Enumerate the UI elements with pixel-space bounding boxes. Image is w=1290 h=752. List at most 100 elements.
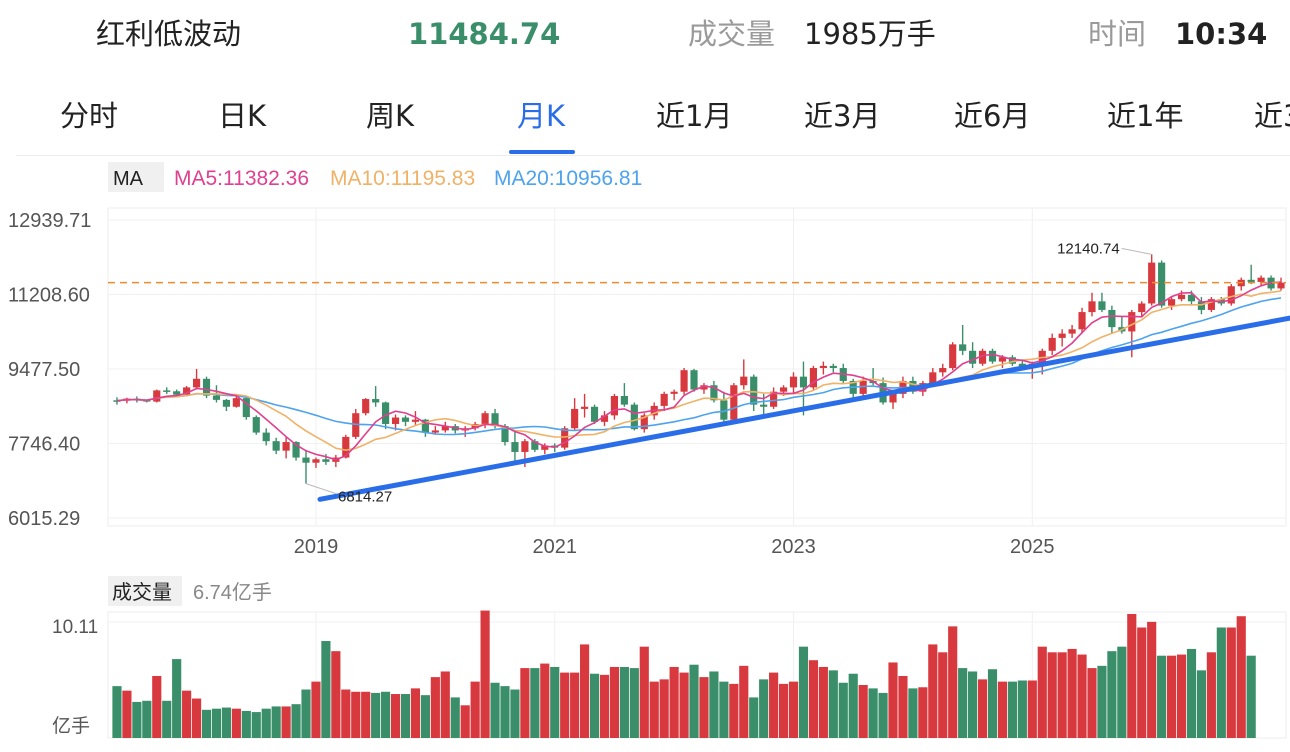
volume-bar [828, 670, 838, 738]
tab-6-months[interactable]: 近6月 [954, 99, 1031, 133]
candle-body [770, 391, 778, 407]
volume-bar [152, 675, 162, 738]
candle-body [242, 398, 250, 418]
volume-bar [271, 706, 281, 738]
volume-bar [1117, 646, 1127, 738]
time-tick-label: 2023 [771, 536, 816, 558]
volume-bar [1077, 654, 1087, 738]
volume-bar [281, 706, 291, 738]
volume-bar [162, 700, 172, 738]
candle-body [720, 400, 728, 420]
ma-legend-box [108, 162, 164, 192]
volume-bar [381, 691, 391, 738]
volume-bar [649, 681, 659, 738]
candle-body [779, 387, 788, 392]
volume-bar [580, 644, 590, 738]
max-price-label: 12140.74 [1057, 240, 1120, 257]
tab-monthly-k[interactable]: 月K [517, 99, 566, 133]
volume-label: 成交量 [688, 17, 776, 51]
candle-body [799, 376, 808, 388]
candle-body [1227, 286, 1235, 304]
candle-body [202, 378, 211, 396]
volume-bar [1057, 652, 1067, 738]
candle-body [600, 415, 609, 422]
tab-intraday[interactable]: 分时 [60, 99, 119, 133]
candle-body [561, 428, 569, 448]
candle-body [232, 398, 240, 407]
candle-body [978, 350, 987, 364]
tab-1-month[interactable]: 近1月 [656, 99, 733, 133]
tab-1-year[interactable]: 近1年 [1107, 99, 1184, 133]
volume-bar [470, 681, 480, 738]
support-trend-line [317, 315, 1290, 502]
candle-body [1207, 299, 1215, 310]
candle-body [222, 399, 230, 407]
volume-bar [729, 683, 739, 738]
tab-weekly-k[interactable]: 周K [366, 99, 415, 133]
candle-body [998, 357, 1007, 362]
chart-grid [107, 207, 1287, 527]
volume-bar [1176, 654, 1187, 738]
candle-body [481, 413, 489, 424]
candle-body [929, 372, 937, 384]
ma20-line [116, 297, 1282, 436]
volume-bar [749, 697, 759, 738]
tab-3-years[interactable]: 近3 [1254, 99, 1290, 133]
candle-body [760, 404, 768, 407]
candle-body [1187, 294, 1196, 302]
min-pointer [305, 483, 337, 495]
candle-body [1148, 262, 1156, 304]
volume-bar [629, 668, 639, 738]
candle-body [1138, 303, 1146, 313]
volume-bar [251, 712, 261, 738]
candle-body [441, 426, 449, 431]
candle-body [1068, 329, 1076, 334]
volume-value: 1985万手 [804, 17, 936, 51]
volume-bar [132, 701, 142, 738]
candle-body [610, 396, 619, 416]
volume-legend-label: 成交量 [112, 581, 172, 604]
volume-bar [520, 668, 530, 738]
volume-bar [1017, 680, 1027, 738]
header-divider [16, 155, 1290, 156]
candle-body [690, 370, 698, 390]
volume-bar [1216, 627, 1226, 738]
volume-bar [938, 652, 948, 738]
tab-3-months[interactable]: 近3月 [804, 99, 881, 133]
candle-body [1078, 312, 1086, 330]
volume-bar [1137, 627, 1147, 738]
volume-bar [430, 677, 440, 738]
volume-bar [122, 690, 132, 738]
volume-bar [211, 708, 222, 738]
ma20-legend: MA20:10956.81 [494, 167, 642, 190]
volume-axis-max: 10.11 [52, 617, 98, 638]
volume-bar [540, 663, 550, 738]
volume-bar [142, 700, 152, 738]
price-tick-label: 7746.40 [8, 433, 80, 455]
candle-body [342, 436, 350, 458]
volume-bar [739, 665, 749, 738]
candle-body [1088, 301, 1096, 313]
volume-bar [480, 610, 490, 738]
price-panel-border [107, 207, 1287, 527]
volume-bar [848, 673, 858, 738]
candle-body [859, 380, 867, 394]
volume-bar [311, 681, 321, 738]
volume-bar [788, 681, 799, 738]
candle-body [740, 376, 748, 386]
volume-bar [1226, 627, 1236, 738]
volume-bar [1147, 621, 1157, 738]
candle-body [571, 408, 579, 429]
active-tab-indicator [509, 150, 575, 154]
volume-legend-value: 6.74亿手 [193, 581, 272, 604]
volume-bar [351, 691, 361, 738]
volume-bar [669, 666, 679, 738]
candle-body [789, 376, 798, 388]
tab-daily-k[interactable]: 日K [218, 99, 267, 133]
volume-bar [291, 704, 301, 738]
volume-bar [390, 694, 401, 738]
candle-body [640, 415, 648, 430]
volume-bar [769, 672, 779, 738]
candle-body [1277, 282, 1285, 289]
